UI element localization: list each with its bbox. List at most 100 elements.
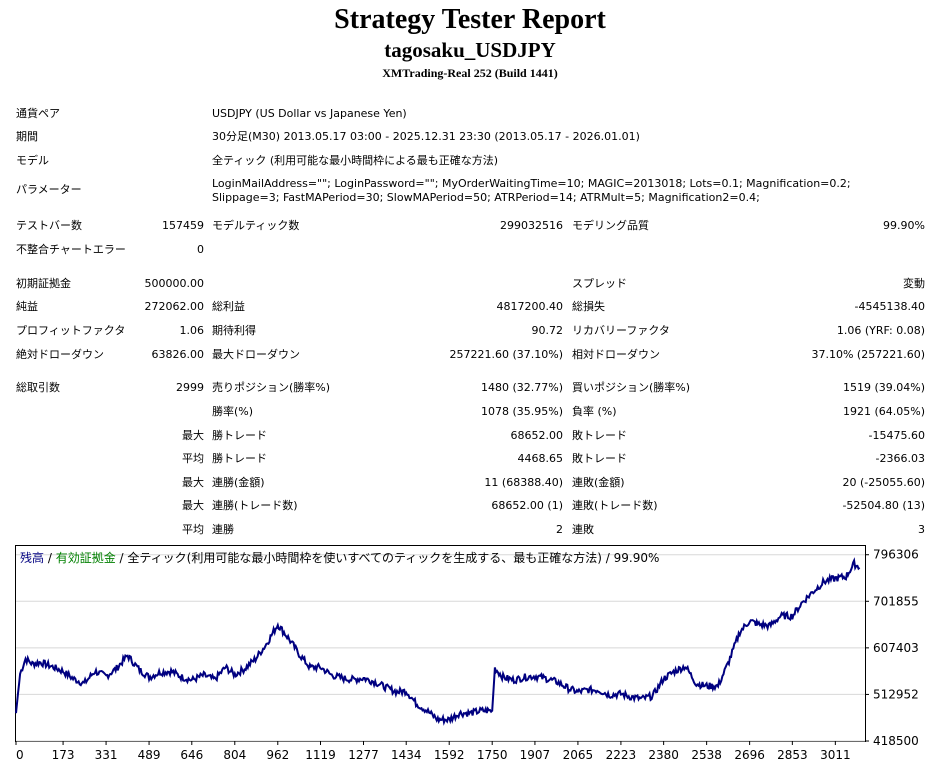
avg-consec-win-value: 2 <box>556 523 563 536</box>
x-tick-label: 962 <box>266 748 289 762</box>
spread-value: 変動 <box>903 277 925 290</box>
largest-win-label: 勝トレード <box>212 429 267 442</box>
ea-name: tagosaku_USDJPY <box>384 38 556 62</box>
rf-label: リカバリーファクタ <box>572 324 670 337</box>
pf-value: 1.06 <box>179 324 205 337</box>
x-tick-label: 489 <box>138 748 161 762</box>
consec-win-trd-value: 68652.00 (1) <box>491 499 563 512</box>
legend-balance: 残高 <box>20 550 44 565</box>
x-tick-label: 0 <box>16 748 24 762</box>
legend-sep-2: / <box>116 551 128 565</box>
x-tick-label: 1277 <box>348 748 379 762</box>
legend-equity: 有効証拠金 <box>56 550 116 565</box>
max-label-2: 最大 <box>182 476 204 489</box>
x-tick-label: 2223 <box>606 748 637 762</box>
avg-loss-label: 敗トレード <box>572 452 627 465</box>
report-title: Strategy Tester Report <box>334 4 606 35</box>
x-tick-label: 804 <box>223 748 246 762</box>
period-label: 期間 <box>16 130 38 143</box>
net-label: 純益 <box>16 300 38 313</box>
rel-dd-label: 相対ドローダウン <box>572 348 660 361</box>
params-value: LoginMailAddress=""; LoginPassword=""; M… <box>212 177 851 204</box>
gross-loss-value: -4545138.40 <box>854 300 925 313</box>
quality-value: 99.90% <box>883 219 925 232</box>
legend-model: 全ティック(利用可能な最小時間枠を使いすべてのティックを生成する、最も正確な方法… <box>127 550 659 565</box>
model-label: モデル <box>16 154 49 167</box>
balance-line <box>15 557 861 726</box>
loss-rate-value: 1921 (64.05%) <box>842 405 925 418</box>
y-tick-labels: 796306 701855 607403 512952 418500 <box>873 548 919 748</box>
quality-label: モデリング品質 <box>572 219 649 232</box>
y-tick-label: 796306 <box>873 548 919 562</box>
long-value: 1519 (39.04%) <box>842 381 925 394</box>
abs-dd-label: 絶対ドローダウン <box>16 348 104 361</box>
plot-frame <box>15 545 866 742</box>
x-tick-label: 2380 <box>648 748 679 762</box>
model-value: 全ティック (利用可能な最小時間枠による最も正確な方法) <box>212 154 499 167</box>
symbol-label: 通貨ペア <box>16 107 60 120</box>
x-tick-label: 3011 <box>820 748 851 762</box>
ep-value: 90.72 <box>531 324 564 337</box>
max-label: 最大 <box>182 429 204 442</box>
consec-loss-amt-label: 連敗(金額) <box>572 476 625 489</box>
avg-win-value: 4468.65 <box>517 452 564 465</box>
short-value: 1480 (32.77%) <box>480 381 563 394</box>
y-tick-label: 701855 <box>873 594 919 608</box>
avg-loss-value: -2366.03 <box>875 452 925 465</box>
ticks-value: 299032516 <box>500 219 563 232</box>
x-tick-label: 1907 <box>520 748 551 762</box>
deposit-value: 500000.00 <box>144 277 205 290</box>
avg-consec-loss-label: 連敗 <box>572 523 594 536</box>
x-tick-label: 2853 <box>777 748 808 762</box>
x-tick-label: 331 <box>95 748 118 762</box>
legend-sep-1: / <box>44 551 56 565</box>
y-tick-label: 418500 <box>873 734 919 748</box>
x-tick-label: 2538 <box>691 748 722 762</box>
avg-consec-loss-value: 3 <box>918 523 925 536</box>
max-dd-value: 257221.60 (37.10%) <box>449 348 563 361</box>
consec-loss-amt-value: 20 (-25055.60) <box>842 476 925 489</box>
gross-profit-value: 4817200.40 <box>496 300 563 313</box>
avg-win-label: 勝トレード <box>212 452 267 465</box>
max-dd-label: 最大ドローダウン <box>212 348 300 361</box>
win-rate-label: 勝率(%) <box>212 405 254 418</box>
consec-loss-trd-value: -52504.80 (13) <box>842 499 925 512</box>
y-gridlines <box>16 554 869 742</box>
consec-win-trd-label: 連勝(トレード数) <box>212 499 298 512</box>
win-rate-value: 1078 (35.95%) <box>480 405 563 418</box>
rf-value: 1.06 (YRF: 0.08) <box>836 324 925 337</box>
x-tick-label: 1750 <box>477 748 508 762</box>
short-label: 売りポジション(勝率%) <box>212 381 331 394</box>
x-tick-label: 2696 <box>734 748 765 762</box>
y-tick-label: 607403 <box>873 641 919 655</box>
y-tick-label: 512952 <box>873 687 919 701</box>
max-label-3: 最大 <box>182 499 204 512</box>
long-label: 買いポジション(勝率%) <box>572 381 691 394</box>
mismatch-value: 0 <box>197 243 204 256</box>
x-tick-label: 646 <box>180 748 203 762</box>
trades-label: 総取引数 <box>16 381 60 394</box>
x-tick-label: 1592 <box>434 748 465 762</box>
x-tick-label: 1434 <box>391 748 422 762</box>
period-value: 30分足(M30) 2013.05.17 03:00 - 2025.12.31 … <box>212 130 640 143</box>
params-label: パラメーター <box>16 183 82 196</box>
x-tick-label: 173 <box>52 748 75 762</box>
ep-label: 期待利得 <box>212 324 256 337</box>
deposit-label: 初期証拠金 <box>16 277 71 290</box>
x-tick-label: 1119 <box>305 748 336 762</box>
chart-legend: 残高 / 有効証拠金 / 全ティック(利用可能な最小時間枠を使いすべてのティック… <box>20 550 659 565</box>
x-tick-label: 2065 <box>563 748 594 762</box>
consec-win-amt-value: 11 (68388.40) <box>484 476 563 489</box>
net-value: 272062.00 <box>144 300 205 313</box>
gross-loss-label: 総損失 <box>572 300 605 313</box>
spread-label: スプレッド <box>572 277 627 290</box>
avg-label: 平均 <box>182 452 204 465</box>
balance-chart-svg: 796306 701855 607403 512952 418500 0 173 331 48… <box>15 545 919 762</box>
x-tick-labels: 0 173 331 489 646 804 962 1119 1277 1434 1592 1750 1… <box>15 741 851 762</box>
abs-dd-value: 63826.00 <box>151 348 205 361</box>
largest-loss-label: 敗トレード <box>572 429 627 442</box>
gross-profit-label: 総利益 <box>212 300 245 313</box>
avg-label-2: 平均 <box>182 523 204 536</box>
rel-dd-value: 37.10% (257221.60) <box>811 348 925 361</box>
pf-label: プロフィットファクタ <box>16 324 126 337</box>
